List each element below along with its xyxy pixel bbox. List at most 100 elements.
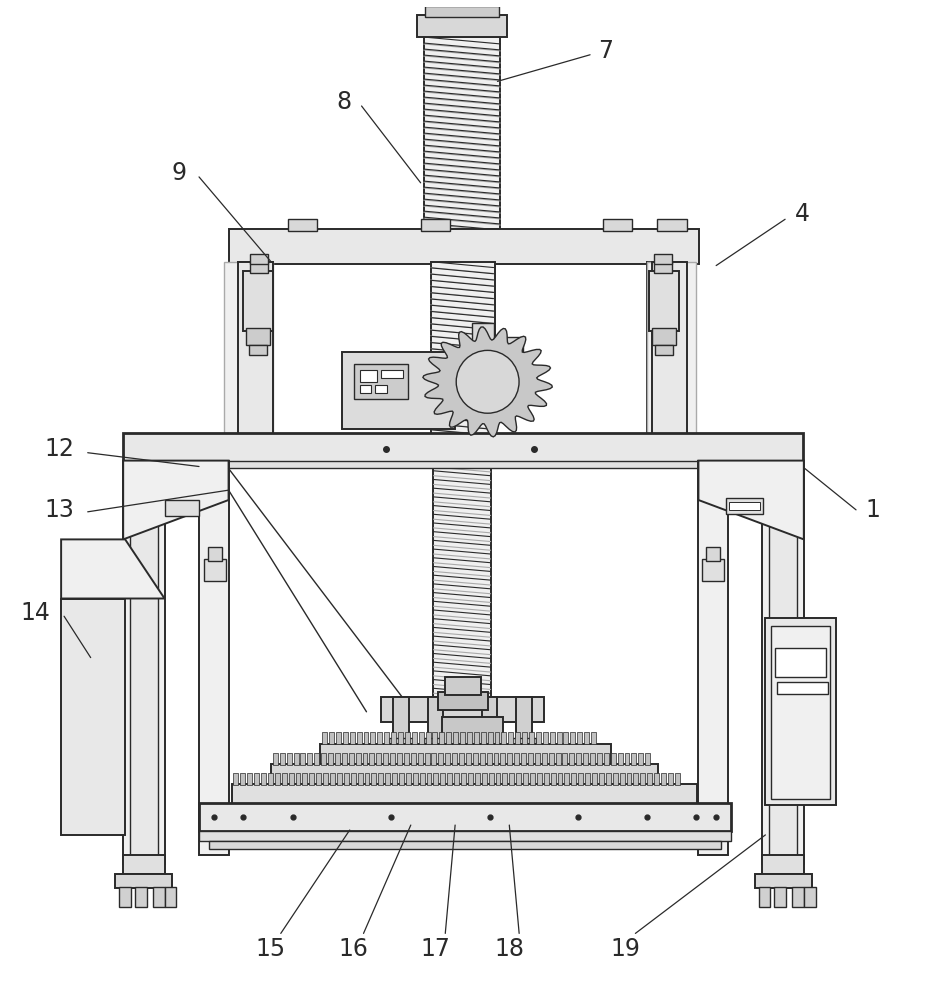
Bar (427, 697, 443, 741)
Bar (399, 773, 404, 785)
Bar (762, 855, 804, 874)
Bar (442, 717, 503, 746)
Bar (549, 753, 553, 765)
Bar (310, 773, 314, 785)
Bar (599, 773, 603, 785)
Bar (762, 461, 804, 864)
Bar (381, 697, 544, 722)
Bar (453, 732, 458, 744)
Bar (376, 753, 381, 765)
Bar (130, 461, 158, 864)
Bar (459, 753, 464, 765)
Bar (360, 385, 372, 393)
Bar (354, 364, 408, 399)
Bar (467, 732, 472, 744)
Bar (625, 753, 629, 765)
Bar (421, 219, 451, 231)
Bar (434, 773, 438, 785)
Bar (563, 753, 567, 765)
Bar (639, 753, 643, 765)
Bar (229, 229, 699, 264)
Circle shape (456, 350, 519, 413)
Bar (261, 773, 266, 785)
Bar (288, 773, 294, 785)
Bar (390, 753, 395, 765)
Bar (627, 773, 631, 785)
Bar (535, 753, 540, 765)
Bar (494, 732, 500, 744)
Bar (661, 773, 666, 785)
Text: 4: 4 (795, 202, 810, 226)
Bar (425, 6, 500, 17)
Bar (372, 773, 376, 785)
Bar (433, 732, 438, 744)
Bar (804, 887, 816, 907)
Bar (350, 773, 356, 785)
Bar (413, 773, 418, 785)
Bar (647, 262, 681, 434)
Bar (165, 500, 199, 516)
Bar (771, 626, 831, 799)
Bar (386, 773, 390, 785)
Bar (447, 773, 452, 785)
Bar (364, 773, 370, 785)
Bar (488, 732, 492, 744)
Bar (316, 773, 321, 785)
Bar (153, 887, 165, 907)
Bar (249, 345, 267, 355)
Bar (271, 764, 658, 786)
Bar (603, 219, 632, 231)
Bar (425, 753, 429, 765)
Bar (392, 773, 397, 785)
Bar (591, 732, 596, 744)
Bar (330, 773, 335, 785)
Bar (123, 461, 165, 864)
Bar (703, 559, 724, 581)
Bar (583, 753, 588, 765)
Bar (358, 773, 362, 785)
Bar (208, 547, 222, 561)
Text: 19: 19 (611, 937, 641, 961)
Bar (378, 773, 383, 785)
Bar (550, 732, 554, 744)
Bar (300, 753, 305, 765)
Bar (569, 753, 575, 765)
Bar (657, 219, 687, 231)
Bar (438, 692, 488, 710)
Bar (320, 744, 611, 766)
Bar (321, 753, 326, 765)
Bar (244, 271, 273, 331)
Bar (431, 753, 437, 765)
Bar (769, 461, 797, 864)
Polygon shape (123, 461, 229, 539)
Bar (115, 874, 172, 888)
Bar (726, 498, 764, 514)
Bar (480, 753, 485, 765)
Bar (473, 753, 477, 765)
Bar (555, 753, 561, 765)
Bar (314, 753, 319, 765)
Bar (123, 461, 803, 468)
Bar (482, 697, 498, 741)
Polygon shape (423, 327, 552, 437)
Bar (454, 773, 459, 785)
Bar (123, 433, 803, 465)
Bar (472, 323, 493, 357)
Bar (516, 773, 521, 785)
Bar (774, 887, 786, 907)
Bar (647, 262, 696, 434)
Bar (706, 547, 720, 561)
Bar (411, 753, 415, 765)
Bar (254, 773, 260, 785)
Bar (336, 732, 341, 744)
Bar (584, 732, 589, 744)
Bar (571, 773, 577, 785)
Text: 17: 17 (421, 937, 451, 961)
Bar (475, 773, 480, 785)
Bar (329, 732, 334, 744)
Bar (515, 732, 520, 744)
Polygon shape (61, 539, 165, 599)
Bar (234, 773, 238, 785)
Bar (619, 773, 625, 785)
Bar (513, 738, 536, 746)
